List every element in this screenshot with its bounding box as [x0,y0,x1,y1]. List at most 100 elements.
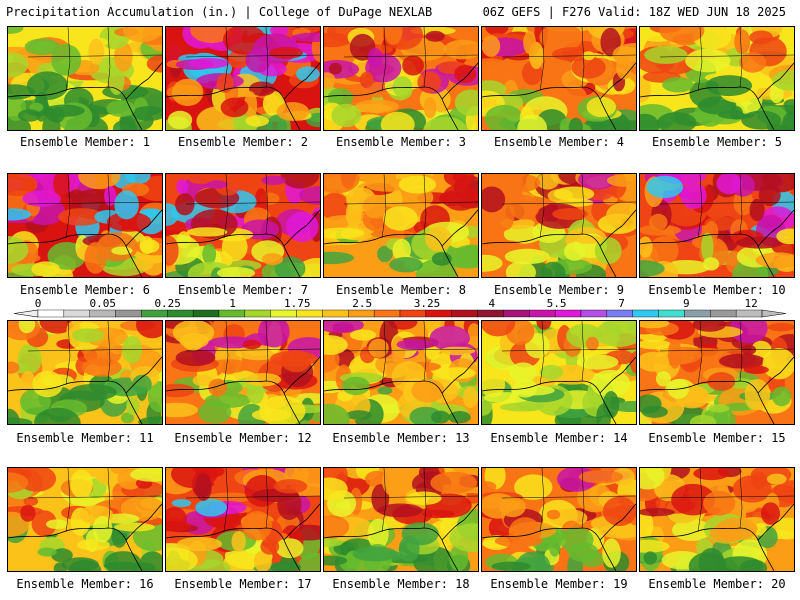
colorbar-max-arrow [761,309,787,318]
colorbar-segment [373,309,401,318]
ensemble-member-label: Ensemble Member: 8 [335,283,467,297]
ensemble-member-label: Ensemble Member: 9 [493,283,625,297]
colorbar-tick-label: 0.05 [90,298,117,310]
precipitation-field [8,27,162,130]
colorbar-segment [710,309,737,318]
colorbar-segment [270,309,297,318]
ensemble-member-label: Ensemble Member: 19 [490,577,628,591]
precipitation-field [8,174,162,277]
colorbar-segment [735,309,763,318]
colorbar-tick-label: 5.5 [547,298,567,310]
colorbar-segment [141,309,168,318]
precipitation-field [8,468,162,571]
ensemble-member-label: Ensemble Member: 11 [16,431,154,445]
colorbar-segment [37,309,65,318]
ensemble-map-panel [323,173,479,278]
colorbar-segment [425,309,452,318]
colorbar-min-arrow [13,309,39,318]
model-run-info: 06Z GEFS | F276 Valid: 18Z WED JUN 18 20… [482,5,786,19]
colorbar-segment [115,309,142,318]
precipitation-field [324,174,478,277]
colorbar-tick-label: 0.25 [154,298,181,310]
ensemble-map-panel [639,320,795,425]
colorbar-segment [296,309,323,318]
colorbar-tick-label: 12 [744,298,757,310]
colorbar-segment [477,309,504,318]
colorbar-segment [658,309,685,318]
colorbar-segment [348,309,375,318]
ensemble-member-label: Ensemble Member: 12 [174,431,312,445]
colorbar-tick-label: 4 [488,298,495,310]
colorbar-segment [503,309,530,318]
colorbar-segment [580,309,608,318]
ensemble-map-panel [165,467,321,572]
ensemble-member-label: Ensemble Member: 13 [332,431,470,445]
ensemble-member-label: Ensemble Member: 5 [651,135,783,149]
ensemble-map-panel [639,467,795,572]
ensemble-map-panel [165,320,321,425]
colorbar-segment [218,309,246,318]
ensemble-member-label: Ensemble Member: 4 [493,135,625,149]
colorbar-segment [192,309,220,318]
colorbar-tick-label: 7 [618,298,625,310]
precipitation-field [482,174,636,277]
precipitation-field [482,321,636,424]
colorbar-segment [399,309,427,318]
colorbar-tick-label: 9 [683,298,690,310]
precipitation-field [166,174,320,277]
colorbar-tick-label: 1 [229,298,236,310]
precipitation-field [482,27,636,130]
ensemble-member-label: Ensemble Member: 1 [19,135,151,149]
precipitation-field [324,468,478,571]
precipitation-field [640,321,794,424]
ensemble-member-label: Ensemble Member: 16 [16,577,154,591]
ensemble-map-panel [323,26,479,131]
precipitation-field [324,27,478,130]
map-title: Precipitation Accumulation (in.) | Colle… [6,5,433,19]
colorbar-segment [322,309,349,318]
ensemble-member-label: Ensemble Member: 20 [648,577,786,591]
colorbar-tick-label: 1.75 [284,298,311,310]
colorbar-tick-label: 3.25 [414,298,441,310]
colorbar-segment [244,309,271,318]
ensemble-map-panel [7,173,163,278]
precipitation-field [640,468,794,571]
colorbar-segment [89,309,116,318]
ensemble-member-label: Ensemble Member: 2 [177,135,309,149]
ensemble-map-panel [7,26,163,131]
ensemble-map-panel [323,320,479,425]
ensemble-map-panel [165,173,321,278]
precipitation-field [166,321,320,424]
colorbar-segment [167,309,194,318]
ensemble-member-label: Ensemble Member: 3 [335,135,467,149]
precipitation-field [640,27,794,130]
ensemble-member-label: Ensemble Member: 6 [19,283,151,297]
precipitation-field [166,468,320,571]
colorbar-segment [451,309,478,318]
colorbar-segment [606,309,633,318]
colorbar-segment [63,309,90,318]
ensemble-map-panel [481,173,637,278]
ensemble-member-label: Ensemble Member: 14 [490,431,628,445]
ensemble-member-label: Ensemble Member: 18 [332,577,470,591]
ensemble-map-panel [165,26,321,131]
colorbar-segment [529,309,556,318]
precipitation-field [324,321,478,424]
ensemble-map-panel [481,26,637,131]
colorbar-tick-label: 2.5 [352,298,372,310]
ensemble-map-panel [639,26,795,131]
colorbar-segment [554,309,582,318]
ensemble-member-label: Ensemble Member: 15 [648,431,786,445]
precipitation-field [640,174,794,277]
ensemble-member-label: Ensemble Member: 10 [648,283,786,297]
precipitation-colorbar: 0 0.05 0.25 1 1.75 2.5 3.25 4 5.5 7 9 12 [13,298,787,318]
ensemble-member-label: Ensemble Member: 7 [177,283,309,297]
precipitation-field [8,321,162,424]
ensemble-member-label: Ensemble Member: 17 [174,577,312,591]
colorbar-segment [632,309,659,318]
precipitation-field [166,27,320,130]
ensemble-map-panel [323,467,479,572]
colorbar-segment [684,309,711,318]
precipitation-field [482,468,636,571]
ensemble-map-panel [481,467,637,572]
